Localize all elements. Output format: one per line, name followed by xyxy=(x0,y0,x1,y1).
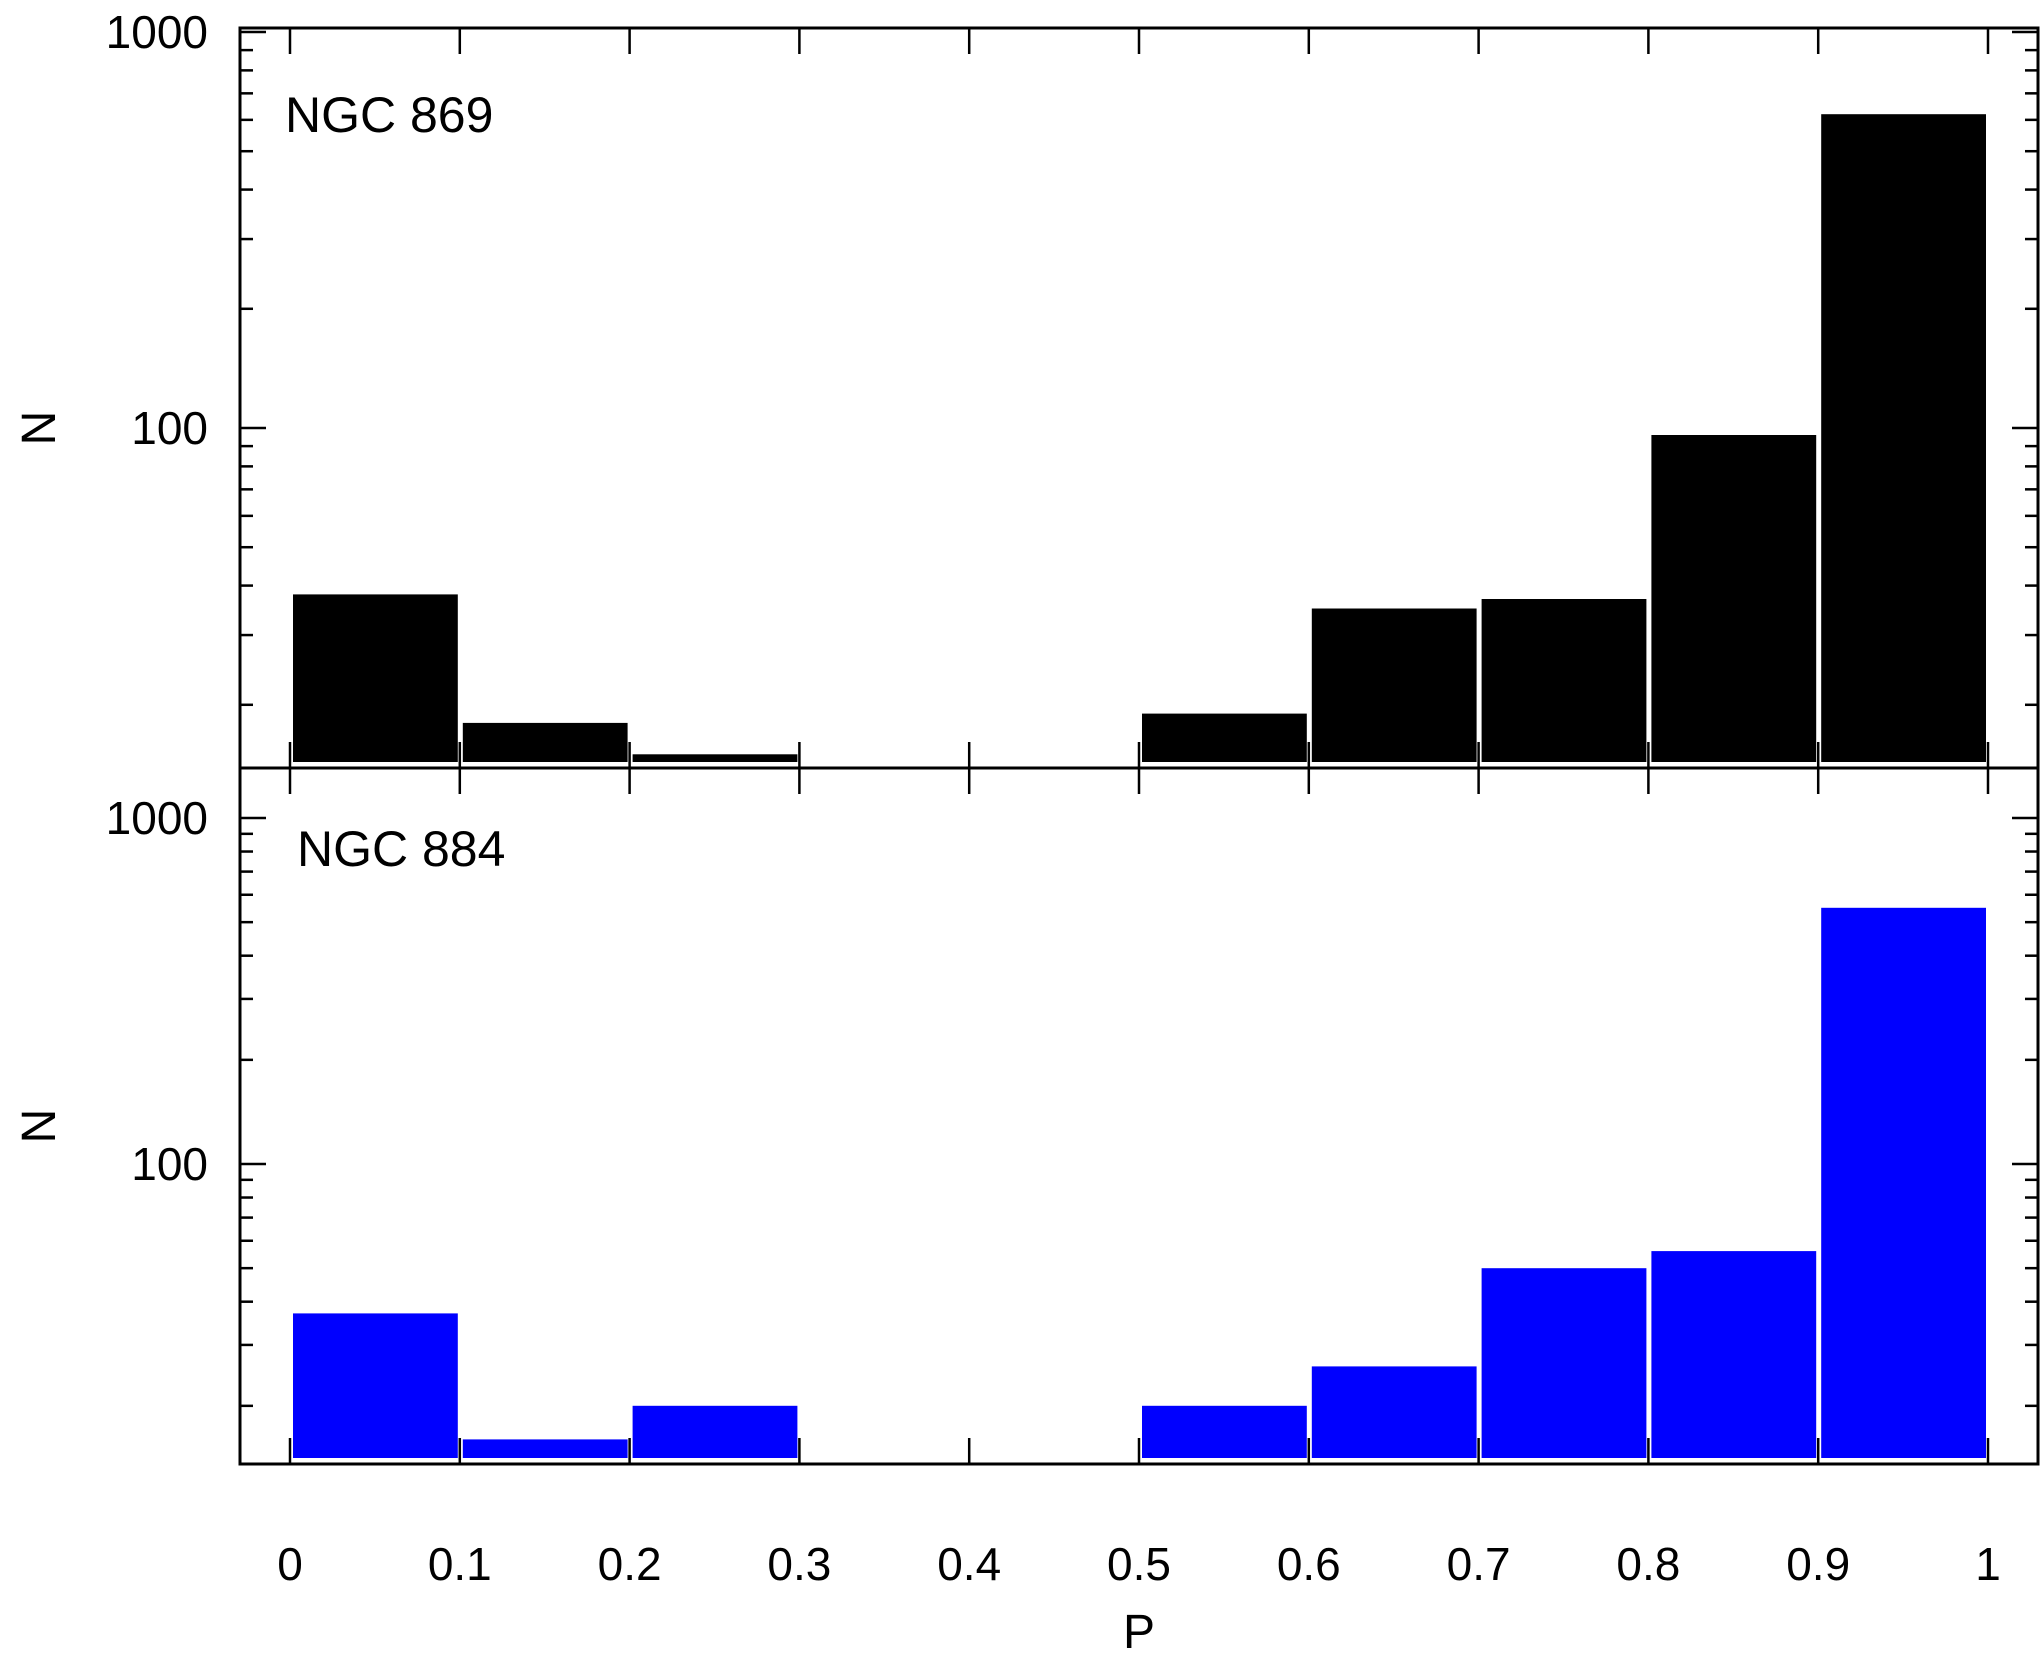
y-ticks xyxy=(240,816,2038,1408)
bar-8 xyxy=(1651,1251,1817,1458)
x-tick-label-0.7: 0.7 xyxy=(1447,1538,1511,1590)
y-tick-label-100: 100 xyxy=(131,1138,208,1190)
panel-ngc-869: 100 1000 NGC 869 N xyxy=(13,6,2040,770)
x-tick-label-0.3: 0.3 xyxy=(767,1538,831,1590)
panel-label: NGC 869 xyxy=(285,87,493,143)
x-tick-label-0.8: 0.8 xyxy=(1616,1538,1680,1590)
bar-9 xyxy=(1821,907,1986,1458)
x-tick-label-0.9: 0.9 xyxy=(1786,1538,1850,1590)
bar-5 xyxy=(1142,1405,1307,1458)
bar-5 xyxy=(1142,713,1307,762)
bar-7 xyxy=(1481,599,1647,762)
y-axis-label: N xyxy=(13,411,66,446)
x-tick-label-1: 1 xyxy=(1975,1538,2001,1590)
panel-label: NGC 884 xyxy=(297,821,505,877)
x-axis-label: P xyxy=(1123,1606,1155,1659)
bar-0 xyxy=(293,1313,458,1458)
bar-6 xyxy=(1311,1366,1477,1458)
x-tick-label-0.5: 0.5 xyxy=(1107,1538,1171,1590)
bars xyxy=(293,907,1986,1458)
bar-2 xyxy=(632,1405,798,1458)
bar-1 xyxy=(462,1439,628,1458)
x-tick-label-0: 0 xyxy=(277,1538,303,1590)
bar-6 xyxy=(1311,608,1477,762)
bar-2 xyxy=(632,754,798,762)
x-tick-label-0.1: 0.1 xyxy=(428,1538,492,1590)
x-tick-label-0.2: 0.2 xyxy=(598,1538,662,1590)
bar-7 xyxy=(1481,1268,1647,1458)
bars xyxy=(293,114,1986,762)
bar-9 xyxy=(1821,114,1986,762)
bar-0 xyxy=(293,594,458,762)
y-tick-label-1000: 1000 xyxy=(106,792,208,844)
x-ticks xyxy=(288,768,1990,1464)
bar-1 xyxy=(462,722,628,762)
y-axis-label: N xyxy=(13,1109,66,1144)
y-tick-label-100: 100 xyxy=(131,402,208,454)
x-tick-label-0.6: 0.6 xyxy=(1277,1538,1341,1590)
x-ticks xyxy=(288,28,1990,768)
x-tick-label-0.4: 0.4 xyxy=(937,1538,1001,1590)
y-tick-label-1000: 1000 xyxy=(106,6,208,58)
y-ticks xyxy=(240,30,2038,707)
panel-ngc-884: 100 1000 NGC 884 N 0 0.1 0.2 0.3 0.4 0.5 0.6 0.7 0.8… xyxy=(13,766,2040,1659)
bar-8 xyxy=(1651,435,1817,762)
